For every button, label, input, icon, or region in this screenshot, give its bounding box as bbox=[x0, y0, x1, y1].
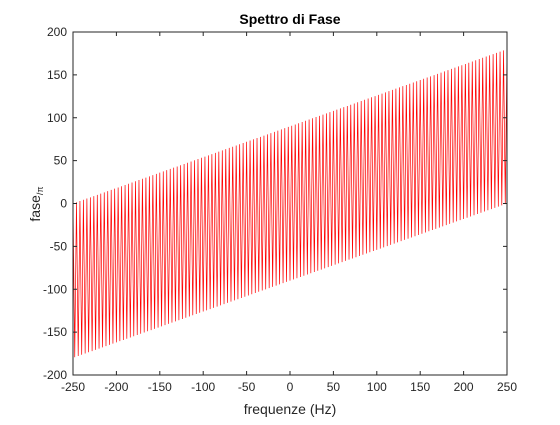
plot-area bbox=[73, 32, 507, 375]
y-tick-label: -200 bbox=[43, 368, 67, 382]
chart-title: Spettro di Fase bbox=[239, 11, 340, 27]
y-tick-label: -150 bbox=[43, 325, 67, 339]
x-tick-label: -150 bbox=[148, 380, 172, 394]
y-axis-title-sub: /π bbox=[35, 186, 45, 195]
y-axis-title-main: fase bbox=[27, 195, 43, 222]
y-tick-label: 200 bbox=[47, 25, 67, 39]
x-tick-label: -100 bbox=[191, 380, 215, 394]
y-tick-label: 50 bbox=[54, 154, 68, 168]
x-tick-label: -50 bbox=[238, 380, 256, 394]
x-tick-label: 250 bbox=[497, 380, 517, 394]
x-tick-label: -250 bbox=[61, 380, 85, 394]
x-tick-label: 0 bbox=[287, 380, 294, 394]
series-layer bbox=[72, 49, 508, 358]
y-tick-label: -100 bbox=[43, 282, 67, 296]
y-tick-label: -50 bbox=[50, 239, 68, 253]
x-tick-label: 50 bbox=[327, 380, 341, 394]
x-axis: -250 -200 -150 -100 -50 0 50 100 150 200 250 bbox=[61, 32, 517, 394]
y-tick-label: 100 bbox=[47, 111, 67, 125]
x-tick-label: 150 bbox=[410, 380, 430, 394]
x-axis-title: frequenze (Hz) bbox=[244, 401, 337, 417]
y-axis-title: fase/π bbox=[27, 186, 45, 221]
series-line-0 bbox=[72, 49, 508, 358]
x-tick-label: -200 bbox=[104, 380, 128, 394]
y-tick-label: 150 bbox=[47, 68, 67, 82]
y-tick-label: 0 bbox=[60, 197, 67, 211]
x-tick-label: 100 bbox=[367, 380, 387, 394]
x-tick-label: 200 bbox=[454, 380, 474, 394]
y-axis: -200 -150 -100 -50 0 50 100 150 200 bbox=[43, 25, 507, 382]
